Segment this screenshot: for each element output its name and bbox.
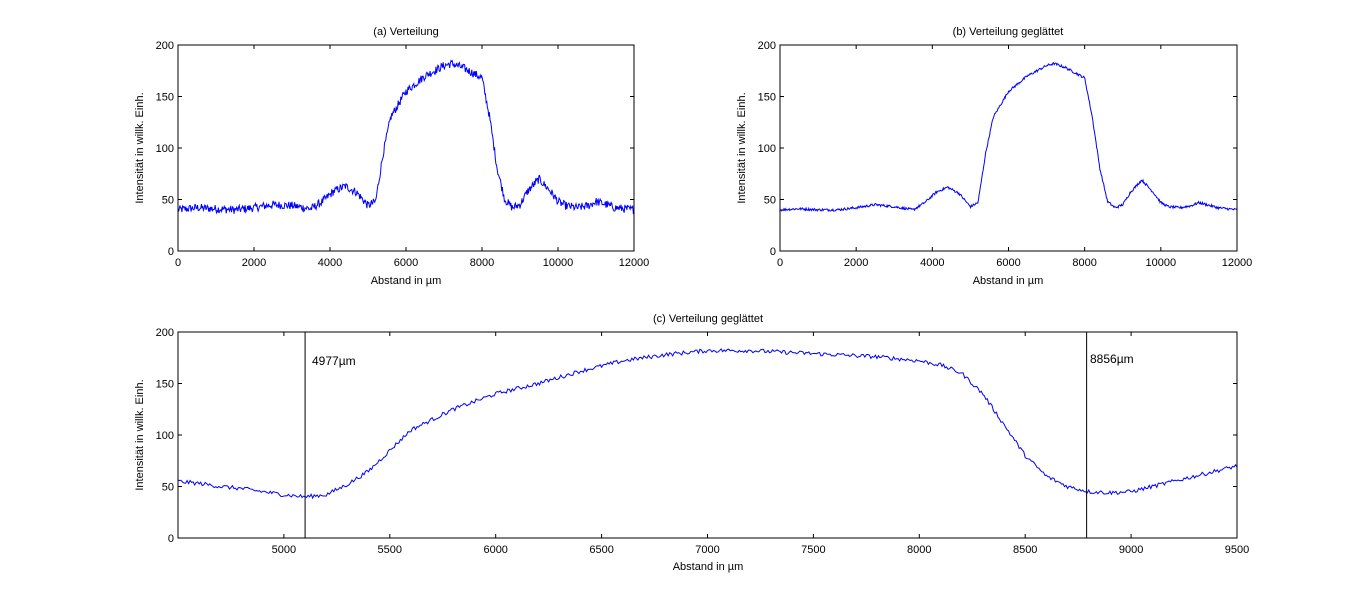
x-tick-label: 10000	[543, 257, 574, 269]
y-tick-label: 100	[156, 430, 174, 442]
subplot-a-xlabel: Abstand in µm	[371, 275, 442, 287]
x-tick-label: 7500	[801, 544, 825, 556]
subplot-b-title: (b) Verteilung geglättet	[953, 26, 1064, 38]
x-tick-label: 2000	[242, 257, 266, 269]
x-tick-label: 5500	[378, 544, 402, 556]
x-tick-label: 8500	[1013, 544, 1037, 556]
subplot-a: (a) Verteilung Abstand in µm Intensität …	[134, 26, 649, 287]
x-tick-label: 10000	[1146, 257, 1177, 269]
x-tick-label: 12000	[619, 257, 650, 269]
y-tick-label: 100	[758, 143, 776, 155]
x-tick-label: 6500	[589, 544, 613, 556]
y-tick-label: 100	[156, 143, 174, 155]
subplot-b-series-line	[779, 61, 1238, 213]
y-tick-label: 50	[162, 195, 174, 207]
subplot-a-ylabel: Intensität in willk. Einh.	[134, 92, 146, 203]
subplot-a-series-line	[177, 59, 635, 215]
annotation-label-left: 4977µm	[312, 354, 356, 368]
y-tick-label: 150	[758, 92, 776, 104]
x-tick-label: 0	[175, 257, 181, 269]
subplot-b-ylabel: Intensität in willk. Einh.	[736, 92, 748, 203]
x-tick-label: 4000	[318, 257, 342, 269]
subplot-c-series-line	[177, 348, 1238, 500]
x-tick-label: 0	[777, 257, 783, 269]
x-tick-label: 4000	[920, 257, 944, 269]
y-tick-label: 50	[162, 482, 174, 494]
subplot-c-title: (c) Verteilung geglättet	[653, 313, 763, 325]
x-tick-label: 9000	[1119, 544, 1143, 556]
y-tick-label: 200	[156, 327, 174, 339]
subplot-b: (b) Verteilung geglättet Abstand in µm I…	[736, 26, 1252, 287]
x-tick-label: 8000	[470, 257, 494, 269]
x-tick-label: 7000	[695, 544, 719, 556]
y-tick-label: 200	[156, 40, 174, 52]
subplot-b-xlabel: Abstand in µm	[973, 275, 1044, 287]
y-tick-label: 200	[758, 40, 776, 52]
y-tick-label: 150	[156, 379, 174, 391]
subplot-c-ylabel: Intensität in willk. Einh.	[134, 379, 146, 490]
y-tick-label: 150	[156, 92, 174, 104]
subplot-c-xlabel: Abstand in µm	[673, 561, 744, 573]
subplot-c: (c) Verteilung geglättet Abstand in µm I…	[134, 313, 1249, 573]
x-tick-label: 6000	[483, 544, 507, 556]
x-tick-label: 8000	[1072, 257, 1096, 269]
x-tick-label: 6000	[996, 257, 1020, 269]
annotation-label-right: 8856µm	[1090, 352, 1134, 366]
y-tick-label: 0	[168, 533, 174, 545]
x-tick-label: 9500	[1225, 544, 1249, 556]
x-tick-label: 8000	[907, 544, 931, 556]
x-tick-label: 2000	[844, 257, 868, 269]
y-tick-label: 0	[770, 246, 776, 258]
x-tick-label: 12000	[1222, 257, 1253, 269]
x-tick-label: 6000	[394, 257, 418, 269]
x-tick-label: 5000	[272, 544, 296, 556]
subplot-a-title: (a) Verteilung	[373, 26, 438, 38]
y-tick-label: 0	[168, 246, 174, 258]
y-tick-label: 50	[764, 195, 776, 207]
